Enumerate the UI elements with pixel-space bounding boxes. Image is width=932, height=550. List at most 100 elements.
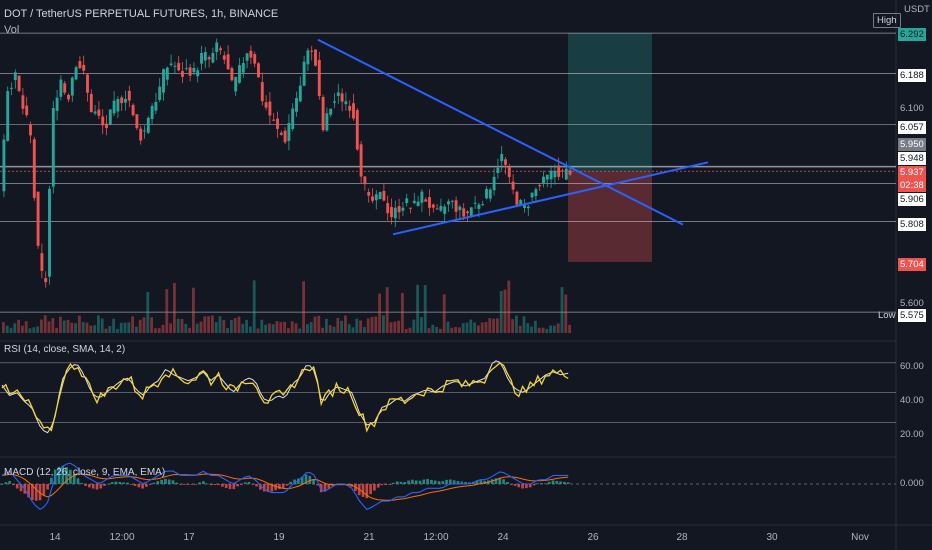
macd-histogram-bar xyxy=(464,481,467,484)
macd-histogram-bar xyxy=(445,479,448,484)
candle-body xyxy=(469,207,473,217)
volume-bar xyxy=(385,287,389,333)
candle-body xyxy=(466,211,469,214)
volume-bar xyxy=(226,327,229,333)
macd-histogram-bar xyxy=(171,480,175,484)
macd-histogram-bar xyxy=(69,469,72,484)
candle-body xyxy=(397,206,401,213)
macd-histogram-bar xyxy=(186,484,190,485)
candle-body xyxy=(169,63,173,65)
candle-body xyxy=(177,62,181,71)
candle-body xyxy=(234,76,238,92)
macd-histogram-bar xyxy=(34,484,38,501)
candle-body xyxy=(70,77,74,96)
volume-bar xyxy=(522,316,526,333)
volume-bar xyxy=(32,327,36,333)
volume-bar xyxy=(404,328,408,333)
volume-bar xyxy=(427,328,431,333)
macd-histogram-bar xyxy=(19,484,23,492)
candle-body xyxy=(393,207,397,219)
macd-histogram-bar xyxy=(300,476,304,484)
volume-bar xyxy=(325,318,328,333)
volume-bar xyxy=(393,321,397,333)
rsi-tick: 60.00 xyxy=(900,361,924,372)
macd-histogram-bar xyxy=(243,482,247,484)
macd-histogram-bar xyxy=(327,484,331,489)
macd-histogram-bar xyxy=(274,484,277,491)
macd-histogram-bar xyxy=(544,483,547,485)
volume-bar xyxy=(553,325,556,333)
candle-body xyxy=(382,190,386,201)
candle-body xyxy=(36,191,40,246)
candle-body xyxy=(568,170,572,175)
volume-bar xyxy=(279,322,283,333)
volume-bar xyxy=(28,328,32,333)
macd-histogram-bar xyxy=(122,482,125,484)
candle-body xyxy=(462,208,466,217)
macd-histogram-bar xyxy=(384,484,388,485)
macd-histogram-bar xyxy=(513,484,517,486)
macd-histogram-bar xyxy=(266,484,270,492)
candle-body xyxy=(59,79,63,97)
volume-bar xyxy=(556,323,560,333)
price-level-tag: 6.292 xyxy=(898,28,926,41)
volume-bar xyxy=(142,317,146,333)
macd-histogram-bar xyxy=(297,478,300,484)
candle-body xyxy=(348,105,352,111)
volume-bar xyxy=(13,323,17,333)
volume-bar xyxy=(469,319,473,333)
macd-histogram-bar xyxy=(232,484,236,490)
volume-bar xyxy=(492,318,495,333)
volume-bar xyxy=(366,318,370,333)
macd-histogram-bar xyxy=(76,478,80,484)
candle-body xyxy=(363,176,367,185)
price-level-tag: 5.808 xyxy=(898,218,926,231)
candle-body xyxy=(329,108,333,115)
macd-histogram-bar xyxy=(380,484,384,486)
volume-bar xyxy=(488,318,492,333)
volume-bar xyxy=(237,316,241,333)
volume-bar xyxy=(123,322,127,333)
volume-bar xyxy=(116,328,119,333)
macd-histogram-bar xyxy=(228,484,232,490)
macd-histogram-bar xyxy=(205,483,209,485)
candle-body xyxy=(545,174,549,180)
volume-bar xyxy=(439,328,442,333)
macd-histogram-bar xyxy=(72,474,76,484)
volume-bar xyxy=(480,322,484,333)
volume-bar xyxy=(382,315,385,333)
macd-histogram-bar xyxy=(540,483,543,484)
volume-bar xyxy=(97,315,100,333)
candle-body xyxy=(238,65,241,83)
volume-bar xyxy=(389,322,393,333)
macd-histogram-bar xyxy=(84,484,87,486)
candle-body xyxy=(325,113,329,131)
candle-body xyxy=(74,67,78,80)
candle-body xyxy=(534,189,538,197)
macd-histogram-bar xyxy=(536,483,540,485)
macd-histogram-bar xyxy=(414,480,418,484)
volume-bar xyxy=(541,327,545,333)
volume-bar xyxy=(423,285,427,333)
target-zone xyxy=(568,33,652,172)
volume-bar xyxy=(298,328,302,333)
candle-body xyxy=(279,132,283,135)
candle-body xyxy=(211,52,215,63)
macd-histogram-bar xyxy=(498,477,502,484)
volume-bar xyxy=(412,319,416,333)
volume-bar xyxy=(503,289,507,333)
candle-body xyxy=(158,86,162,100)
candle-body xyxy=(241,63,245,73)
candle-body xyxy=(226,54,230,70)
macd-histogram-bar xyxy=(156,481,160,484)
candle-body xyxy=(112,100,116,114)
volume-bar xyxy=(199,321,203,333)
candle-body xyxy=(359,144,363,177)
volume-bar xyxy=(568,324,571,333)
volume-bar xyxy=(138,319,142,333)
price-level-tag: 6.057 xyxy=(898,121,926,134)
candle-body xyxy=(504,159,507,165)
volume-bar xyxy=(306,324,309,333)
candle-body xyxy=(207,57,211,60)
